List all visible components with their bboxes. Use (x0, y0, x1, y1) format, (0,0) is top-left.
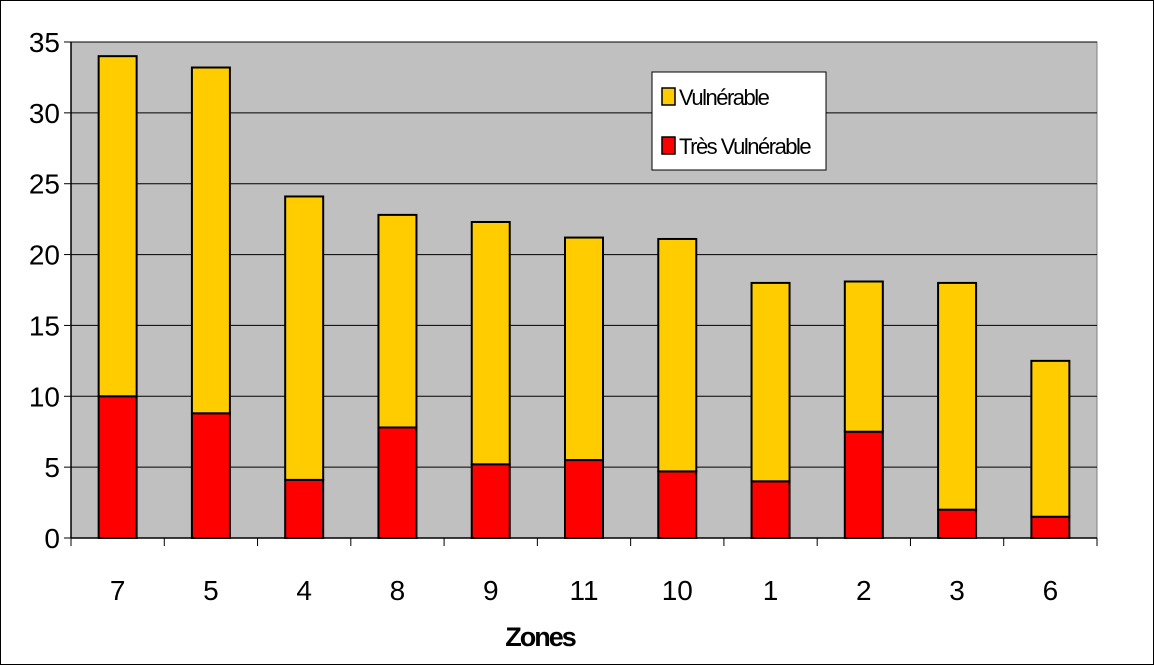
bar-segment (843, 430, 884, 540)
y-tick-label: 5 (44, 452, 60, 483)
x-tick-label: 10 (662, 575, 693, 606)
bar-segment (97, 395, 138, 539)
y-tick-label: 35 (29, 27, 60, 58)
bar-segment (937, 281, 978, 511)
bar-segment (750, 480, 791, 540)
x-tick-label: 4 (296, 575, 312, 606)
bar-segment (284, 478, 325, 540)
bar-segment (750, 281, 791, 483)
bar-segment (564, 459, 604, 539)
legend-label-tres-vulnerable: Très Vulnérable (679, 134, 811, 159)
x-tick-labels: 7 5 4 8 9 11 10 1 2 3 6 (110, 575, 1058, 606)
x-tick-label: 6 (1043, 575, 1059, 606)
legend-box (651, 71, 827, 171)
bar-segment (97, 55, 138, 398)
bar-segment (470, 220, 511, 466)
x-tick-label: 11 (569, 575, 598, 606)
bar-segment (657, 237, 698, 473)
legend: Vulnérable Très Vulnérable (651, 71, 827, 171)
y-tick-labels: 0 5 10 15 20 25 30 35 (29, 27, 60, 554)
x-tick-label: 5 (203, 575, 219, 606)
x-tick-label: 2 (856, 575, 872, 606)
bar-segment (377, 213, 418, 429)
x-tick-label: 8 (390, 575, 406, 606)
y-tick-label: 15 (29, 310, 60, 341)
bars (97, 55, 1071, 540)
bar-segment (843, 280, 884, 433)
x-tick-label: 3 (949, 575, 965, 606)
bar-segment (377, 426, 418, 539)
x-tick-label: 7 (110, 575, 126, 606)
bar-segment (1030, 515, 1071, 540)
bar-segment (564, 236, 604, 462)
bar-segment (190, 412, 231, 540)
bar-segment (657, 470, 698, 539)
y-tick-label: 30 (29, 98, 60, 129)
legend-swatch-tres-vulnerable (661, 136, 676, 155)
axes (64, 41, 1098, 546)
bar-segment (470, 463, 511, 539)
bar-segment (937, 508, 978, 539)
x-axis-title: Zones (505, 622, 575, 652)
y-tick-label: 25 (29, 169, 60, 200)
bar-segment (284, 195, 325, 481)
y-tick-label: 20 (29, 240, 60, 271)
x-tick-label: 9 (483, 575, 499, 606)
y-tick-label: 0 (44, 523, 60, 554)
bar-segment (1030, 359, 1071, 518)
x-tick-label: 1 (763, 575, 779, 606)
legend-label-vulnerable: Vulnérable (679, 85, 770, 110)
bar-segment (190, 66, 231, 415)
legend-swatch-vulnerable (661, 87, 676, 106)
y-tick-label: 10 (29, 381, 60, 412)
